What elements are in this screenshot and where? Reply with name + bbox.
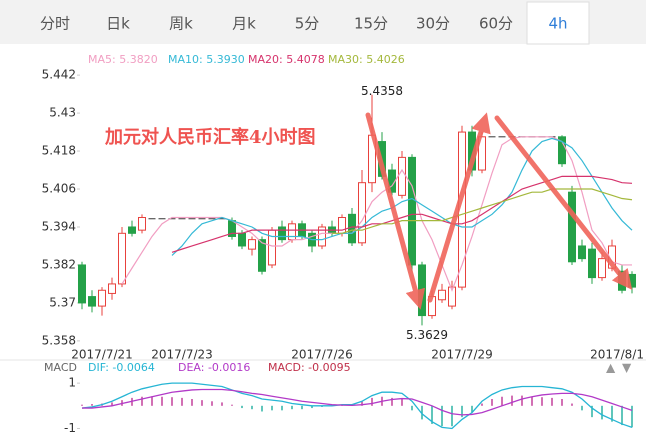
y-tick-label: 5.43 [49,106,76,120]
arrow [427,112,491,303]
arrow [494,115,633,290]
scroll-up-icon[interactable]: ▲ [606,361,616,375]
legend-item: MA20: 5.4078 [248,53,325,66]
legend-item: DIF: -0.0064 [88,361,155,374]
candle-body [238,232,246,247]
candle-body [108,283,116,294]
candle-body [358,182,366,244]
y-tick-label: 5.394 [42,219,76,233]
legend-item: MA10: 5.3930 [168,53,245,66]
line [82,388,633,416]
panel-title: MACD [44,361,77,374]
y-tick-label: 5.442 [42,68,76,82]
line [171,175,633,253]
annotation: 加元对人民币汇率4小时图 [104,126,316,148]
legend-item: MA5: 5.3820 [88,53,158,66]
low-label: 5.3629 [406,328,448,342]
candle-body [448,286,456,307]
tab[interactable]: 30分 [416,15,450,33]
tab[interactable]: 月k [232,15,256,33]
arrow [365,112,426,310]
line [121,136,632,292]
candle-body [408,156,416,266]
candle-body [338,216,346,234]
y-tick-label: 5.358 [42,333,76,347]
x-tick-label: 2017/7/26 [291,348,353,362]
tab[interactable]: 日k [106,15,130,33]
candle-body [398,156,406,196]
tab[interactable]: 4h [548,15,567,33]
line [171,137,633,256]
legend-item: MACD: -0.0095 [268,361,351,374]
x-tick-label: 2017/8/1 [590,348,644,362]
candle-body [588,248,596,279]
macd-chart: MACD 1 -1 DIF: -0.0064 DEA: -0.0016 MACD: -0.… [0,359,646,435]
y-tick-label: 1 [68,376,76,390]
y-tick-label: 5.406 [42,182,76,196]
candle-body [258,239,266,272]
trend-arrows [365,112,633,310]
legend-item: DEA: -0.0016 [178,361,250,374]
tab[interactable]: 5分 [295,15,320,33]
candle-body [348,213,356,244]
candle-body [598,258,606,279]
candle-body [118,232,126,285]
x-tick-label: 2017/7/23 [151,348,213,362]
y-tick-label: 5.37 [49,295,76,309]
y-tick-label: 5.418 [42,144,76,158]
y-tick-label: 5.382 [42,257,76,271]
legend-item: MA30: 5.4026 [328,53,405,66]
candle-body [278,226,286,241]
tabs: 分时 日k 周k 月k 5分 15分 30分 60分 4h [40,15,568,33]
candle-body [418,264,426,317]
candle-body [288,223,296,241]
line [81,382,633,430]
main-chart: 5.4425.435.4185.4065.3945.3825.375.35820… [42,53,644,362]
line [332,188,633,234]
y-tick-label: -1 [64,421,76,435]
active-tab-bg [526,1,590,45]
candle-body [318,226,326,247]
high-label: 5.4358 [361,84,403,98]
tab[interactable]: 分时 [40,15,70,33]
candle-body [438,289,446,301]
candle-body [138,216,146,231]
candle-body [248,239,256,250]
candle-body [628,273,636,288]
candle-body [568,191,576,263]
tab[interactable]: 周k [169,15,193,33]
x-tick-label: 2017/7/29 [431,348,493,362]
candle-body [88,296,96,307]
x-tick-label: 2017/7/21 [71,348,133,362]
scroll-down-icon[interactable]: ▼ [622,361,632,375]
candle-body [558,136,566,165]
candle-body [128,226,136,234]
candle-body [78,264,86,304]
tab[interactable]: 60分 [479,15,513,33]
candle-body [578,245,586,260]
tab[interactable]: 15分 [354,15,388,33]
candle-body [98,289,106,307]
